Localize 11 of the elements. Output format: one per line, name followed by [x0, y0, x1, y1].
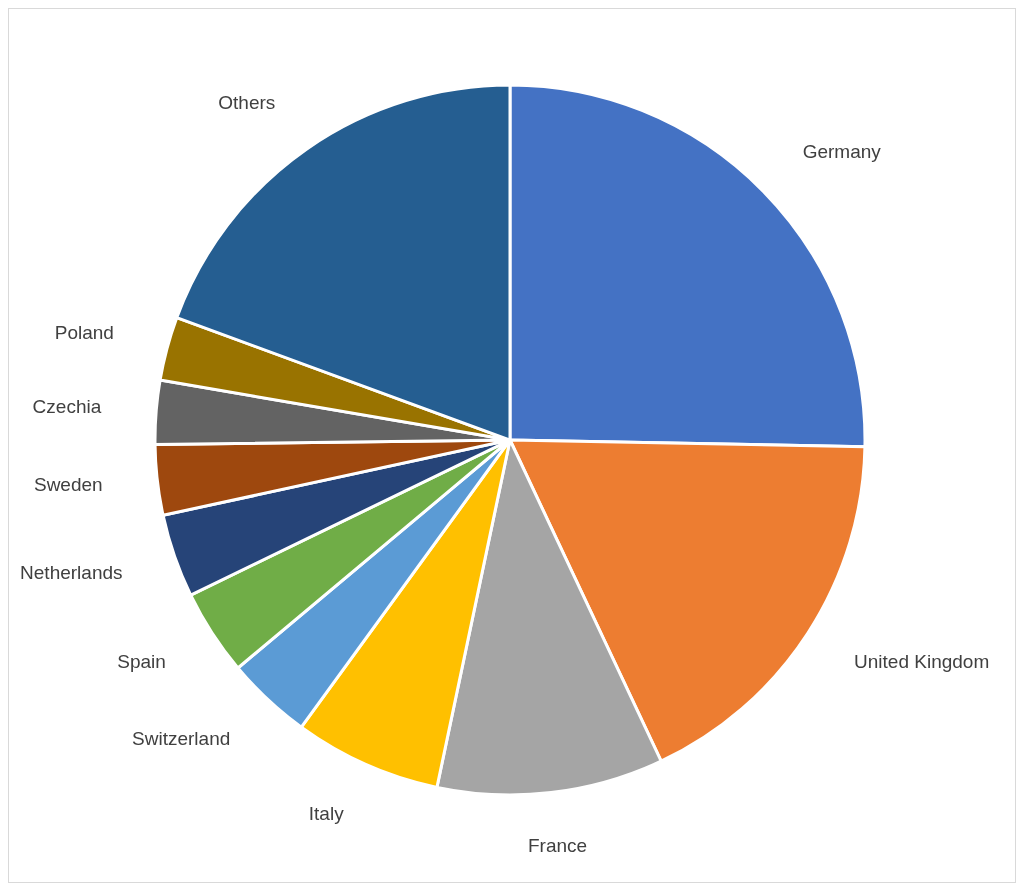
slice-label: Netherlands: [20, 562, 123, 584]
slice-label: Italy: [308, 802, 345, 824]
slice-label: Switzerland: [132, 727, 231, 749]
slice-label: Sweden: [33, 474, 103, 496]
slice-label: Spain: [117, 650, 166, 672]
slice-label: Poland: [54, 322, 114, 344]
slice-label: United Kingdom: [854, 650, 990, 672]
slice-label: Germany: [802, 140, 882, 162]
slice-label: France: [527, 835, 588, 857]
slice-label: Others: [218, 91, 276, 113]
slice-label: Czechia: [32, 395, 102, 417]
